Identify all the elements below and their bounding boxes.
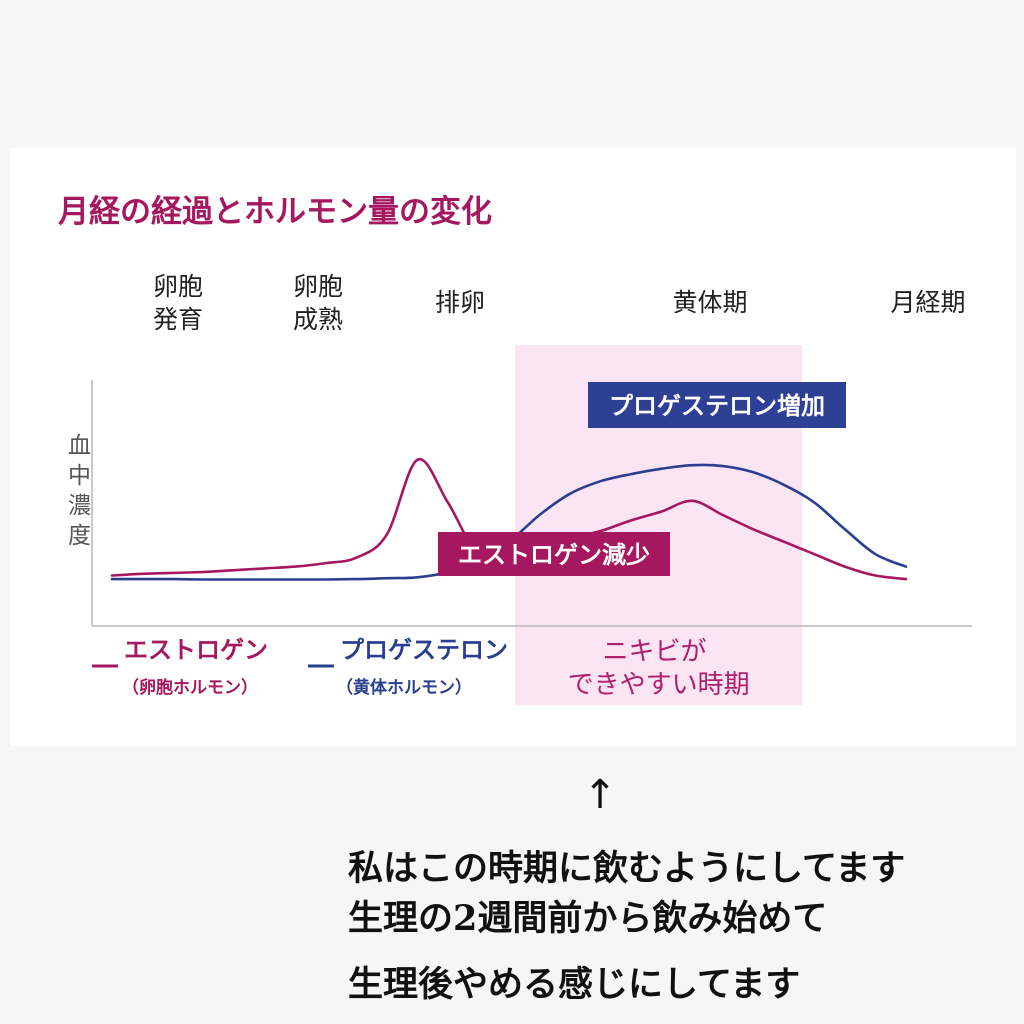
phase-labels: 卵胞発育 卵胞成熟 排卵 黄体期 月経期: [153, 272, 966, 334]
note-line-3: 生理後やめる感じにしてます: [348, 964, 800, 1005]
note-line-1: 私はこの時期に飲むようにしてます: [348, 848, 905, 889]
up-arrow-icon: ↑: [583, 772, 617, 818]
callout-progesterone-bg: [588, 382, 846, 428]
note-line-2: 生理の2週間前から飲み始めて: [348, 898, 827, 939]
phase-label: 月経期: [890, 288, 965, 317]
acne-period-label: ニキビが できやすい時期: [568, 637, 750, 700]
legend-progesterone-sub: （黄体ホルモン）: [336, 677, 472, 698]
legend-progesterone-name: プロゲステロン: [340, 635, 508, 664]
phase-label: 卵胞発育: [153, 272, 203, 334]
y-axis-label: 血 中 濃 度: [68, 433, 98, 549]
callout-estrogen-decrease: エストロゲン減少: [438, 532, 670, 576]
phase-label: 黄体期: [672, 288, 747, 317]
chart-title: 月経の経過とホルモン量の変化: [58, 194, 492, 230]
legend: エストロゲン （卵胞ホルモン） プロゲステロン （黄体ホルモン）: [92, 635, 508, 698]
callout-estrogen-text: エストロゲン減少: [458, 541, 650, 569]
callout-progesterone-text: プロゲステロン増加: [609, 392, 825, 420]
phase-label: 排卵: [435, 288, 485, 317]
chart-panel: 月経の経過とホルモン量の変化 卵胞発育 卵胞成熟 排卵 黄体期 月経期 血 中 濃 度 …: [10, 148, 1016, 746]
legend-estrogen-name: エストロゲン: [124, 635, 268, 664]
legend-estrogen-sub: （卵胞ホルモン）: [122, 677, 258, 698]
callout-progesterone-increase: プロゲステロン増加: [588, 382, 846, 428]
phase-label: 卵胞成熟: [293, 272, 343, 334]
callout-estrogen-bg: [438, 532, 670, 576]
